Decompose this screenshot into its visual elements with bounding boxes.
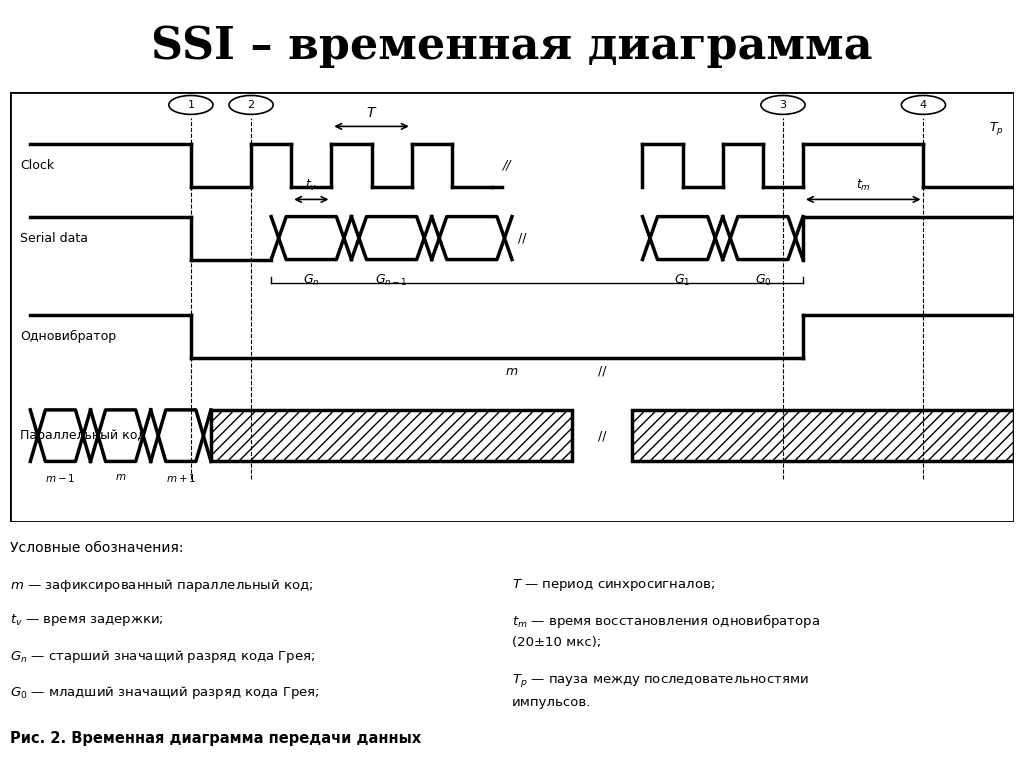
- Text: Clock: Clock: [20, 159, 54, 172]
- Text: Serial data: Serial data: [20, 232, 88, 245]
- Bar: [211, 410, 572, 462]
- Text: $G_{n-1}$: $G_{n-1}$: [375, 272, 408, 288]
- Text: $G_0$: $G_0$: [755, 272, 771, 288]
- Text: //: //: [518, 232, 526, 245]
- Text: Одновибратор: Одновибратор: [20, 331, 117, 344]
- Text: $t_v$ — время задержки;: $t_v$ — время задержки;: [10, 612, 164, 628]
- Circle shape: [229, 95, 273, 114]
- Text: Условные обозначения:: Условные обозначения:: [10, 542, 183, 555]
- Text: $T_p$ — пауза между последовательностями: $T_p$ — пауза между последовательностями: [512, 672, 809, 689]
- Text: 4: 4: [920, 100, 927, 110]
- Text: Рис. 2. Временная диаграмма передачи данных: Рис. 2. Временная диаграмма передачи дан…: [10, 732, 421, 746]
- Text: $G_0$ — младший значащий разряд кода Грея;: $G_0$ — младший значащий разряд кода Гре…: [10, 684, 319, 701]
- Text: //: //: [598, 365, 606, 377]
- Text: $t_m$: $t_m$: [856, 178, 870, 193]
- Text: $m-1$: $m-1$: [45, 472, 76, 484]
- Text: $T$ — период синхросигналов;: $T$ — период синхросигналов;: [512, 577, 715, 593]
- Text: $T_p$: $T_p$: [989, 120, 1004, 137]
- Circle shape: [761, 95, 805, 114]
- Text: //: //: [503, 159, 511, 172]
- Text: SSI – временная диаграмма: SSI – временная диаграмма: [152, 25, 872, 67]
- Text: $t_m$ — время восстановления одновибратора: $t_m$ — время восстановления одновибрато…: [512, 612, 820, 630]
- Text: $G_n$ — старший значащий разряд кода Грея;: $G_n$ — старший значащий разряд кода Гре…: [10, 648, 315, 665]
- Circle shape: [901, 95, 945, 114]
- Text: импульсов.: импульсов.: [512, 696, 592, 709]
- Text: 2: 2: [248, 100, 255, 110]
- Text: $G_1$: $G_1$: [675, 272, 691, 288]
- Text: $t_v$: $t_v$: [305, 178, 317, 193]
- Text: $G_n$: $G_n$: [303, 272, 319, 288]
- Bar: [633, 410, 1014, 462]
- Text: $m$: $m$: [115, 472, 126, 482]
- Text: (20±10 мкс);: (20±10 мкс);: [512, 637, 601, 649]
- Text: Параллельный код: Параллельный код: [20, 430, 146, 442]
- Circle shape: [169, 95, 213, 114]
- Text: $T$: $T$: [366, 106, 377, 120]
- Text: 1: 1: [187, 100, 195, 110]
- Text: $m$ — зафиксированный параллельный код;: $m$ — зафиксированный параллельный код;: [10, 577, 313, 594]
- Text: $m$: $m$: [505, 365, 519, 377]
- Text: //: //: [598, 430, 606, 442]
- Text: 3: 3: [779, 100, 786, 110]
- Text: $m+1$: $m+1$: [166, 472, 196, 484]
